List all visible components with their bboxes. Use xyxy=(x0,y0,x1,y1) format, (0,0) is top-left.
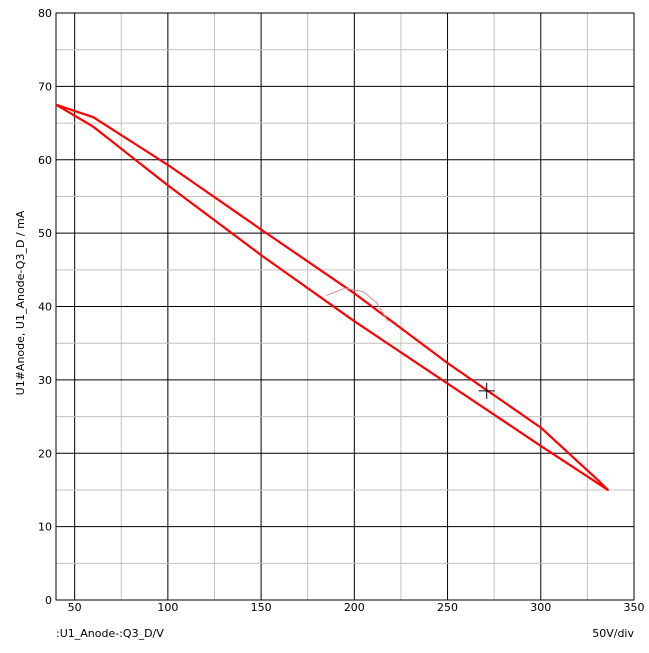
plot-border xyxy=(55,12,635,601)
y-tick-label: 0 xyxy=(45,594,52,607)
series-layer xyxy=(55,103,610,491)
x-axis-label: :U1_Anode-:Q3_D/V xyxy=(56,627,164,640)
y-tick-label: 40 xyxy=(38,301,52,314)
grid-lines xyxy=(56,13,634,600)
y-tick-label: 80 xyxy=(38,7,52,20)
y-tick-label: 50 xyxy=(38,227,52,240)
tick-labels: 50 100 150 200 250 300 350 0 10 20 30 40 50 60 70 80 xyxy=(38,7,645,614)
series-line-1 xyxy=(55,103,610,491)
y-axis-label: U1#Anode, U1_Anode-Q3_D / mA xyxy=(14,210,27,395)
scale-label: 50V/div xyxy=(592,627,634,640)
x-tick-label: 200 xyxy=(344,601,365,614)
x-tick-label: 150 xyxy=(251,601,272,614)
crosshair-cursor[interactable] xyxy=(478,382,495,399)
y-tick-label: 10 xyxy=(38,521,52,534)
x-tick-label: 100 xyxy=(157,601,178,614)
y-tick-label: 60 xyxy=(38,154,52,167)
y-tick-label: 70 xyxy=(38,80,52,93)
y-tick-label: 20 xyxy=(38,447,52,460)
plot-frame xyxy=(55,12,635,601)
x-tick-label: 250 xyxy=(437,601,458,614)
x-tick-label: 300 xyxy=(530,601,551,614)
x-tick-label: 350 xyxy=(624,601,645,614)
x-tick-label: 50 xyxy=(68,601,82,614)
series-line-2 xyxy=(326,287,389,322)
y-tick-label: 30 xyxy=(38,374,52,387)
